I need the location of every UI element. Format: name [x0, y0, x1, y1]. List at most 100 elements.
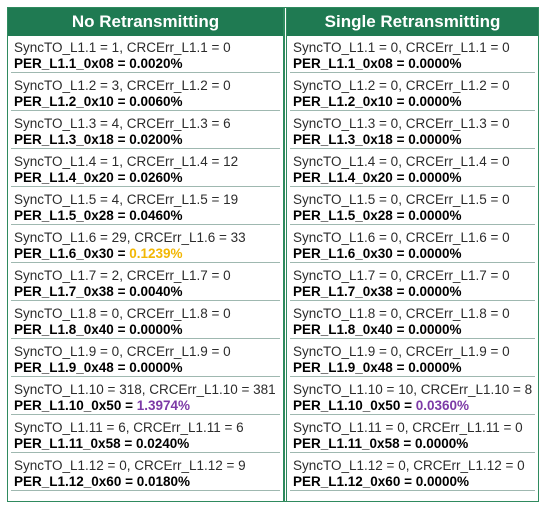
per-label: PER_L1.4_0x20 =: [293, 170, 409, 185]
sync-crc-line: SyncTO_L1.10 = 10, CRCErr_L1.10 = 8: [293, 382, 533, 397]
per-line: PER_L1.9_0x48 = 0.0000%: [293, 360, 535, 376]
per-value: 0.0260%: [129, 170, 183, 185]
stats-cell: SyncTO_L1.5 = 4, CRCErr_L1.5 = 19 PER_L1.…: [11, 192, 280, 225]
per-line: PER_L1.4_0x20 = 0.0260%: [14, 170, 280, 186]
stats-cell: SyncTO_L1.11 = 6, CRCErr_L1.11 = 6 PER_L1…: [11, 420, 280, 453]
per-label: PER_L1.7_0x38 =: [293, 284, 409, 299]
per-label: PER_L1.12_0x60 =: [293, 474, 416, 489]
per-line: PER_L1.7_0x38 = 0.0000%: [293, 284, 535, 300]
stats-cell: SyncTO_L1.8 = 0, CRCErr_L1.8 = 0 PER_L1.8…: [290, 306, 535, 339]
per-value: 0.0180%: [136, 474, 191, 489]
sync-crc-line: SyncTO_L1.2 = 3, CRCErr_L1.2 = 0: [14, 78, 231, 93]
per-value: 0.0200%: [129, 132, 183, 147]
per-line: PER_L1.4_0x20 = 0.0000%: [293, 170, 535, 186]
per-value: 0.0020%: [129, 56, 183, 71]
per-line: PER_L1.3_0x18 = 0.0200%: [14, 132, 280, 148]
sync-crc-line: SyncTO_L1.5 = 0, CRCErr_L1.5 = 0: [293, 192, 510, 207]
per-label: PER_L1.6_0x30 =: [14, 246, 130, 261]
per-value: 0.0000%: [408, 246, 462, 261]
per-value: 0.0000%: [408, 360, 462, 375]
per-value: 0.0000%: [408, 284, 462, 299]
per-line: PER_L1.5_0x28 = 0.0000%: [293, 208, 535, 224]
per-label: PER_L1.9_0x48 =: [293, 360, 409, 375]
per-label: PER_L1.12_0x60 =: [14, 474, 137, 489]
stats-cell: SyncTO_L1.1 = 1, CRCErr_L1.1 = 0 PER_L1.1…: [11, 40, 280, 73]
per-label: PER_L1.8_0x40 =: [14, 322, 130, 337]
per-label: PER_L1.11_0x58 =: [293, 436, 415, 451]
per-line: PER_L1.6_0x30 = 0.0000%: [293, 246, 535, 262]
sync-crc-line: SyncTO_L1.5 = 4, CRCErr_L1.5 = 19: [14, 192, 239, 207]
stats-cell: SyncTO_L1.3 = 0, CRCErr_L1.3 = 0 PER_L1.3…: [290, 116, 535, 149]
per-line: PER_L1.8_0x40 = 0.0000%: [14, 322, 280, 338]
per-label: PER_L1.2_0x10 =: [293, 94, 409, 109]
per-value: 0.0360%: [415, 398, 470, 413]
per-line: PER_L1.10_0x50 = 1.3974%: [14, 398, 280, 414]
stats-cell: SyncTO_L1.9 = 0, CRCErr_L1.9 = 0 PER_L1.9…: [290, 344, 535, 377]
stats-cell: SyncTO_L1.3 = 4, CRCErr_L1.3 = 6 PER_L1.3…: [11, 116, 280, 149]
sync-crc-line: SyncTO_L1.3 = 4, CRCErr_L1.3 = 6: [14, 116, 231, 131]
per-value: 0.0000%: [129, 322, 183, 337]
per-value: 0.0000%: [408, 208, 462, 223]
per-line: PER_L1.9_0x48 = 0.0000%: [14, 360, 280, 376]
sync-crc-line: SyncTO_L1.2 = 0, CRCErr_L1.2 = 0: [293, 78, 510, 93]
column-header-right: Single Retransmitting: [287, 8, 538, 36]
per-line: PER_L1.12_0x60 = 0.0180%: [14, 474, 280, 490]
per-line: PER_L1.11_0x58 = 0.0000%: [293, 436, 535, 452]
per-value: 0.0000%: [414, 436, 469, 451]
per-value: 0.0040%: [129, 284, 183, 299]
per-value: 0.0240%: [135, 436, 190, 451]
per-label: PER_L1.11_0x58 =: [14, 436, 136, 451]
per-value: 0.0060%: [129, 94, 183, 109]
per-label: PER_L1.1_0x08 =: [293, 56, 409, 71]
stats-cell: SyncTO_L1.7 = 0, CRCErr_L1.7 = 0 PER_L1.7…: [290, 268, 535, 301]
per-line: PER_L1.7_0x38 = 0.0040%: [14, 284, 280, 300]
per-value: 0.0000%: [408, 132, 462, 147]
sync-crc-line: SyncTO_L1.10 = 318, CRCErr_L1.10 = 381: [14, 382, 276, 397]
per-label: PER_L1.3_0x18 =: [14, 132, 130, 147]
sync-crc-line: SyncTO_L1.6 = 0, CRCErr_L1.6 = 0: [293, 230, 510, 245]
stats-cell: SyncTO_L1.12 = 0, CRCErr_L1.12 = 9 PER_L1…: [11, 458, 280, 491]
sync-crc-line: SyncTO_L1.1 = 1, CRCErr_L1.1 = 0: [14, 40, 231, 55]
per-value: 0.0000%: [408, 170, 462, 185]
sync-crc-line: SyncTO_L1.9 = 0, CRCErr_L1.9 = 0: [293, 344, 510, 359]
per-label: PER_L1.5_0x28 =: [14, 208, 130, 223]
stats-cell: SyncTO_L1.6 = 29, CRCErr_L1.6 = 33 PER_L1…: [11, 230, 280, 263]
sync-crc-line: SyncTO_L1.7 = 0, CRCErr_L1.7 = 0: [293, 268, 510, 283]
per-label: PER_L1.10_0x50 =: [293, 398, 416, 413]
per-line: PER_L1.6_0x30 = 0.1239%: [14, 246, 280, 262]
sync-crc-line: SyncTO_L1.1 = 0, CRCErr_L1.1 = 0: [293, 40, 510, 55]
per-value: 0.0460%: [129, 208, 183, 223]
sync-crc-line: SyncTO_L1.7 = 2, CRCErr_L1.7 = 0: [14, 268, 231, 283]
sync-crc-line: SyncTO_L1.12 = 0, CRCErr_L1.12 = 0: [293, 458, 525, 473]
per-label: PER_L1.4_0x20 =: [14, 170, 130, 185]
sync-crc-line: SyncTO_L1.8 = 0, CRCErr_L1.8 = 0: [14, 306, 231, 321]
stats-cell: SyncTO_L1.4 = 0, CRCErr_L1.4 = 0 PER_L1.4…: [290, 154, 535, 187]
per-line: PER_L1.1_0x08 = 0.0020%: [14, 56, 280, 72]
column-no-retransmitting: No Retransmitting SyncTO_L1.1 = 1, CRCEr…: [8, 8, 285, 501]
per-label: PER_L1.3_0x18 =: [293, 132, 409, 147]
comparison-table: No Retransmitting SyncTO_L1.1 = 1, CRCEr…: [7, 7, 539, 502]
per-line: PER_L1.8_0x40 = 0.0000%: [293, 322, 535, 338]
per-label: PER_L1.2_0x10 =: [14, 94, 130, 109]
per-label: PER_L1.10_0x50 =: [14, 398, 137, 413]
sync-crc-line: SyncTO_L1.4 = 0, CRCErr_L1.4 = 0: [293, 154, 510, 169]
stats-cell: SyncTO_L1.2 = 3, CRCErr_L1.2 = 0 PER_L1.2…: [11, 78, 280, 111]
per-line: PER_L1.3_0x18 = 0.0000%: [293, 132, 535, 148]
stats-cell: SyncTO_L1.10 = 10, CRCErr_L1.10 = 8 PER_L…: [290, 382, 535, 415]
per-value: 0.1239%: [129, 246, 183, 261]
per-line: PER_L1.2_0x10 = 0.0000%: [293, 94, 535, 110]
stats-cell: SyncTO_L1.9 = 0, CRCErr_L1.9 = 0 PER_L1.9…: [11, 344, 280, 377]
per-value: 0.0000%: [408, 322, 462, 337]
stats-cell: SyncTO_L1.1 = 0, CRCErr_L1.1 = 0 PER_L1.1…: [290, 40, 535, 73]
per-label: PER_L1.7_0x38 =: [14, 284, 130, 299]
per-label: PER_L1.6_0x30 =: [293, 246, 409, 261]
per-line: PER_L1.10_0x50 = 0.0360%: [293, 398, 535, 414]
stats-cell: SyncTO_L1.8 = 0, CRCErr_L1.8 = 0 PER_L1.8…: [11, 306, 280, 339]
stats-cell: SyncTO_L1.10 = 318, CRCErr_L1.10 = 381 PE…: [11, 382, 280, 415]
per-value: 0.0000%: [408, 94, 462, 109]
per-line: PER_L1.11_0x58 = 0.0240%: [14, 436, 280, 452]
stats-cell: SyncTO_L1.6 = 0, CRCErr_L1.6 = 0 PER_L1.6…: [290, 230, 535, 263]
sync-crc-line: SyncTO_L1.11 = 6, CRCErr_L1.11 = 6: [14, 420, 244, 435]
stats-cell: SyncTO_L1.11 = 0, CRCErr_L1.11 = 0 PER_L1…: [290, 420, 535, 453]
stats-cell: SyncTO_L1.4 = 1, CRCErr_L1.4 = 12 PER_L1.…: [11, 154, 280, 187]
